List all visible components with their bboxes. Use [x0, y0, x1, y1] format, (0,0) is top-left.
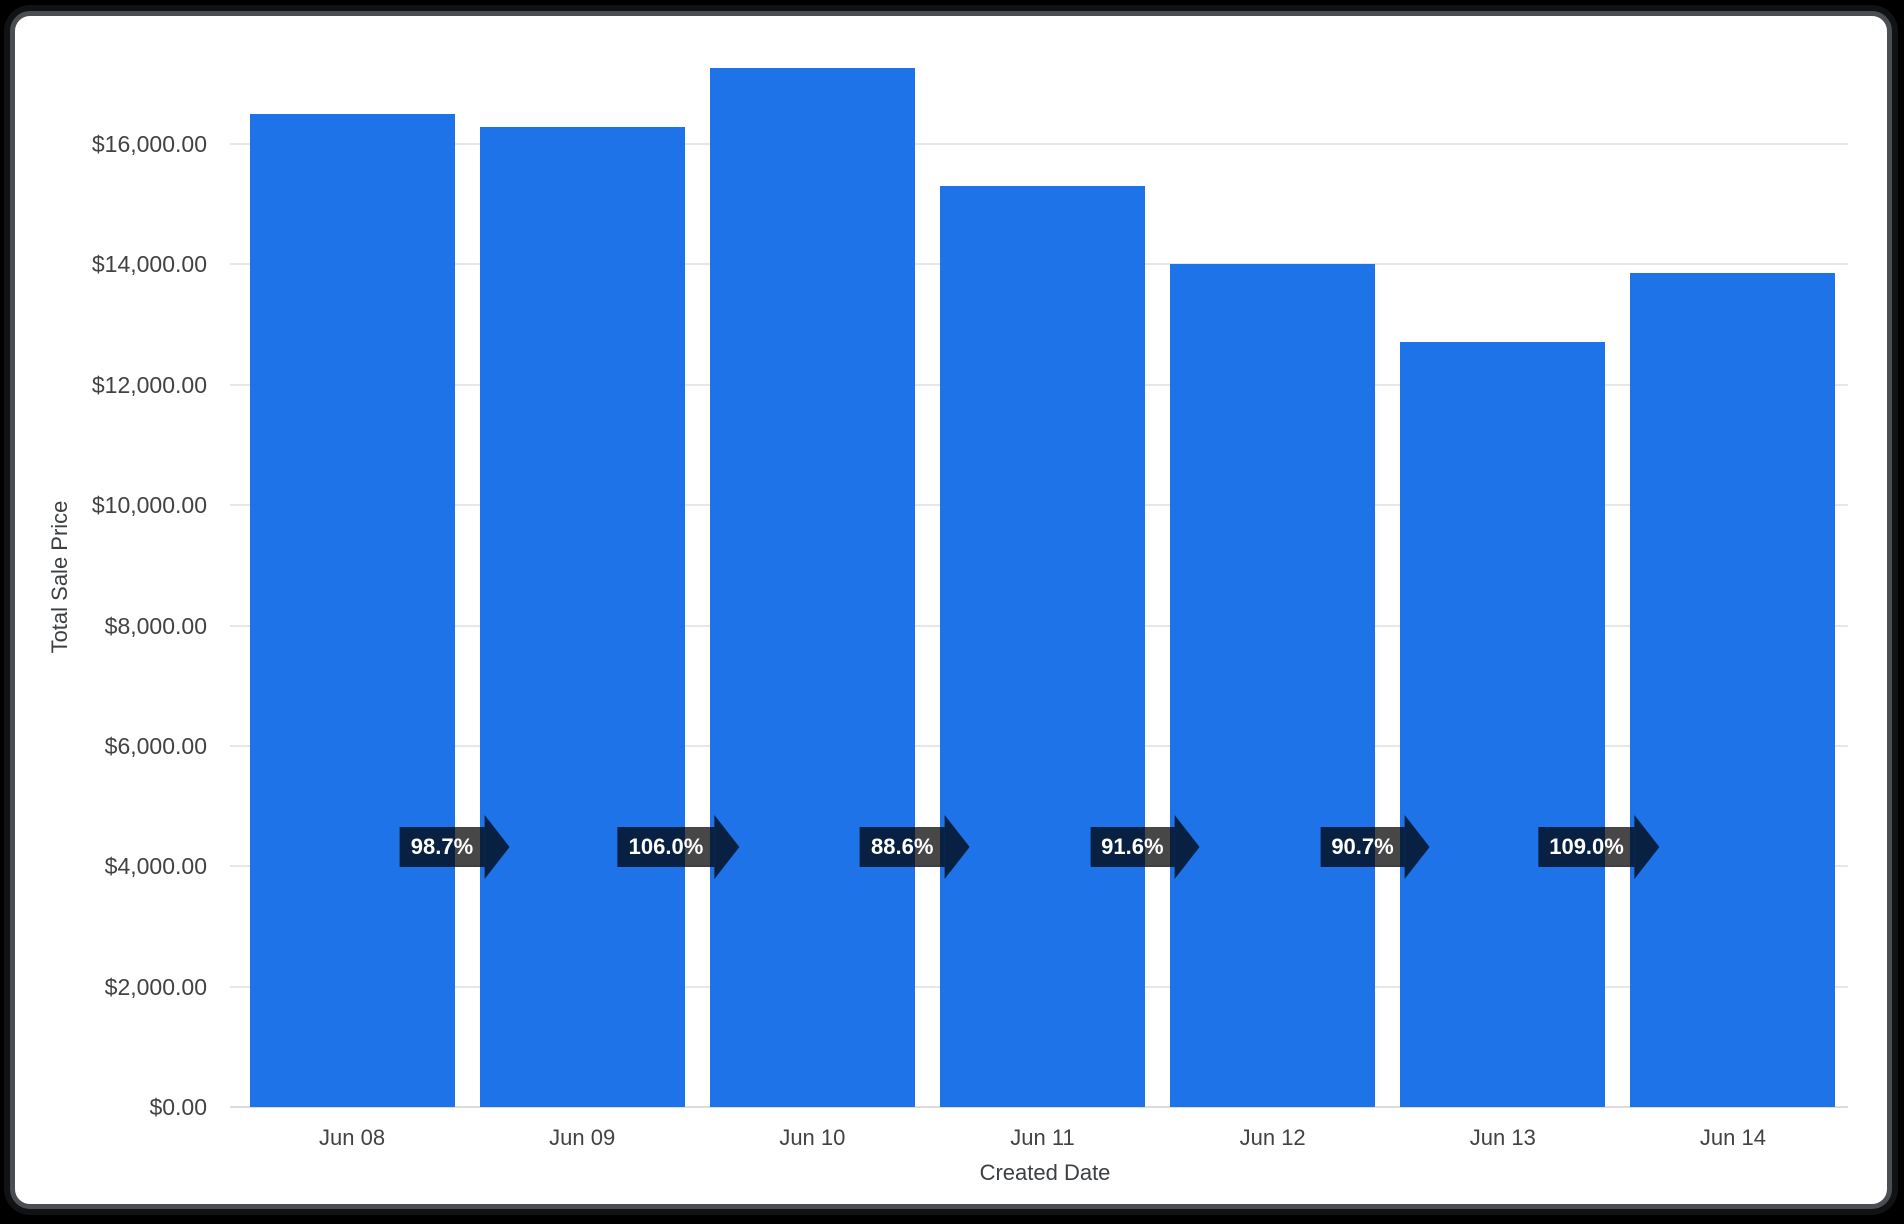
x-axis-tick-label: Jun 12	[1239, 1125, 1306, 1150]
y-axis-title: Total Sale Price	[47, 500, 72, 654]
y-axis-tick-label: $8,000.00	[104, 612, 207, 639]
percent-change-label: 98.7%	[399, 827, 485, 867]
y-axis-tick-label: $14,000.00	[91, 251, 207, 278]
x-axis-tick-label: Jun 13	[1469, 1125, 1536, 1150]
percent-change-label: 106.0%	[617, 827, 715, 867]
x-axis-title: Created Date	[979, 1160, 1111, 1185]
arrow-right-icon	[714, 815, 740, 879]
y-axis-tick-label: $10,000.00	[91, 492, 207, 519]
percent-change-badge: 106.0%	[617, 815, 740, 879]
x-axis-tick-label: Jun 14	[1699, 1125, 1766, 1150]
percent-change-label: 90.7%	[1320, 827, 1405, 867]
gridline	[230, 143, 1848, 145]
arrow-right-icon	[1174, 815, 1200, 879]
arrow-right-icon	[944, 815, 970, 879]
x-axis-tick-label: Jun 11	[1010, 1125, 1075, 1150]
bar-jun-14[interactable]	[1630, 273, 1836, 1107]
x-axis-tick-label: Jun 10	[779, 1125, 846, 1150]
bar-jun-09[interactable]	[479, 126, 685, 1107]
arrow-right-icon	[1634, 815, 1660, 879]
arrow-right-icon	[1404, 815, 1430, 879]
x-axis-tick-label: Jun 08	[319, 1125, 386, 1150]
bar-jun-10[interactable]	[709, 68, 915, 1107]
percent-change-badge: 109.0%	[1538, 815, 1660, 879]
y-axis-tick-label: $2,000.00	[104, 973, 207, 1000]
y-axis-tick-label: $6,000.00	[104, 732, 207, 759]
arrow-right-icon	[484, 815, 510, 879]
percent-change-badge: 91.6%	[1090, 815, 1200, 879]
percent-change-label: 109.0%	[1538, 827, 1635, 867]
y-axis-tick-label: $0.00	[149, 1094, 207, 1120]
percent-change-badge: 88.6%	[860, 815, 970, 879]
percent-change-badge: 98.7%	[399, 815, 510, 879]
bar-jun-12[interactable]	[1170, 263, 1376, 1107]
bar-jun-11[interactable]	[940, 186, 1145, 1107]
y-axis-tick-label: $12,000.00	[91, 371, 207, 398]
bar-jun-08[interactable]	[249, 113, 455, 1107]
percent-change-label: 88.6%	[860, 827, 945, 867]
x-axis-baseline	[230, 1106, 1848, 1108]
x-axis-tick-label: Jun 09	[549, 1125, 616, 1150]
y-axis-tick-label: $16,000.00	[91, 131, 207, 157]
percent-change-label: 91.6%	[1090, 827, 1175, 867]
y-axis-tick-label: $4,000.00	[104, 853, 207, 880]
bar-jun-13[interactable]	[1400, 342, 1606, 1107]
percent-change-badge: 90.7%	[1320, 815, 1430, 879]
